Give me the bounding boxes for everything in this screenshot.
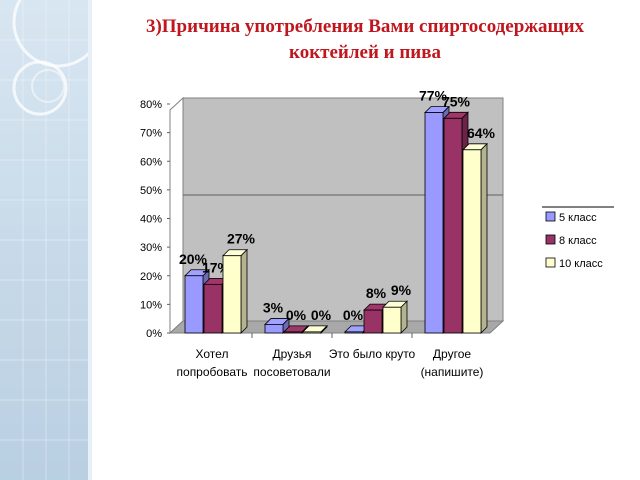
data-label: 64% xyxy=(467,125,496,141)
legend: 5 класс 8 класс 10 класс xyxy=(542,206,614,276)
x-tick-label: (напишите) xyxy=(421,365,484,379)
data-label: 77% xyxy=(419,90,448,104)
bar-front xyxy=(424,112,444,334)
legend-swatch xyxy=(545,234,556,245)
x-tick-label: Хотел xyxy=(196,347,229,361)
data-label: 8% xyxy=(366,285,387,301)
x-tick-label: Друзья xyxy=(273,347,312,361)
data-label: 75% xyxy=(442,93,471,109)
bar-front xyxy=(462,149,482,334)
legend-swatch xyxy=(545,211,556,222)
bar xyxy=(222,248,248,334)
y-tick-label: 0% xyxy=(146,328,162,340)
bar-front xyxy=(344,331,364,334)
y-tick-label: 70% xyxy=(140,128,162,140)
legend-label: 8 класс xyxy=(559,235,597,247)
data-label: 0% xyxy=(286,307,307,323)
data-label: 0% xyxy=(343,307,364,323)
title-line-2: коктейлей и пива xyxy=(289,42,441,63)
y-tick-label: 80% xyxy=(140,99,162,111)
data-label: 27% xyxy=(227,231,256,247)
bar-front xyxy=(203,283,223,334)
y-tick-label: 40% xyxy=(140,214,162,226)
data-label: 9% xyxy=(391,282,412,298)
bar xyxy=(462,142,488,334)
bar-side xyxy=(400,300,408,334)
bar-side xyxy=(240,248,248,334)
x-tick-label: посоветовали xyxy=(253,365,330,379)
title-line-1: 3)Причина употребления Вами спиртосодерж… xyxy=(145,16,585,37)
left-decor-strip xyxy=(88,0,92,480)
bar-front xyxy=(382,306,402,334)
x-tick-label: Это было круто xyxy=(329,347,416,361)
data-label: 3% xyxy=(263,299,284,315)
y-tick-label: 50% xyxy=(140,185,162,197)
bar-front xyxy=(264,324,284,334)
left-decor-grid xyxy=(0,0,92,480)
x-tick-label: попробовать xyxy=(177,365,248,379)
y-tick-label: 20% xyxy=(140,271,162,283)
bar-front xyxy=(302,331,322,334)
bar-front xyxy=(222,255,242,334)
bar-front xyxy=(363,309,383,334)
bar xyxy=(382,300,408,334)
legend-swatch xyxy=(545,257,556,268)
y-tick-label: 30% xyxy=(140,242,162,254)
left-decor-circles xyxy=(12,0,104,116)
bar-chart: 0%10%20%30%40%50%60%70%80%20%17%27%3% 0% 0… xyxy=(140,90,614,379)
bar xyxy=(302,324,328,334)
bar-side xyxy=(480,142,488,334)
y-tick-label: 10% xyxy=(140,299,162,311)
bar-front xyxy=(184,275,204,334)
data-label: 0% xyxy=(311,307,332,323)
bar-front xyxy=(443,117,463,334)
x-tick-label: Другое xyxy=(433,347,471,361)
y-tick-label: 60% xyxy=(140,156,162,168)
legend-label: 5 класс xyxy=(559,212,597,224)
chart-side-wall xyxy=(169,96,184,335)
data-label: 20% xyxy=(179,251,208,267)
bar-front xyxy=(283,331,303,334)
slide-title: 3)Причина употребления Вами спиртосодерж… xyxy=(95,14,635,66)
legend-label: 10 класс xyxy=(559,258,603,270)
